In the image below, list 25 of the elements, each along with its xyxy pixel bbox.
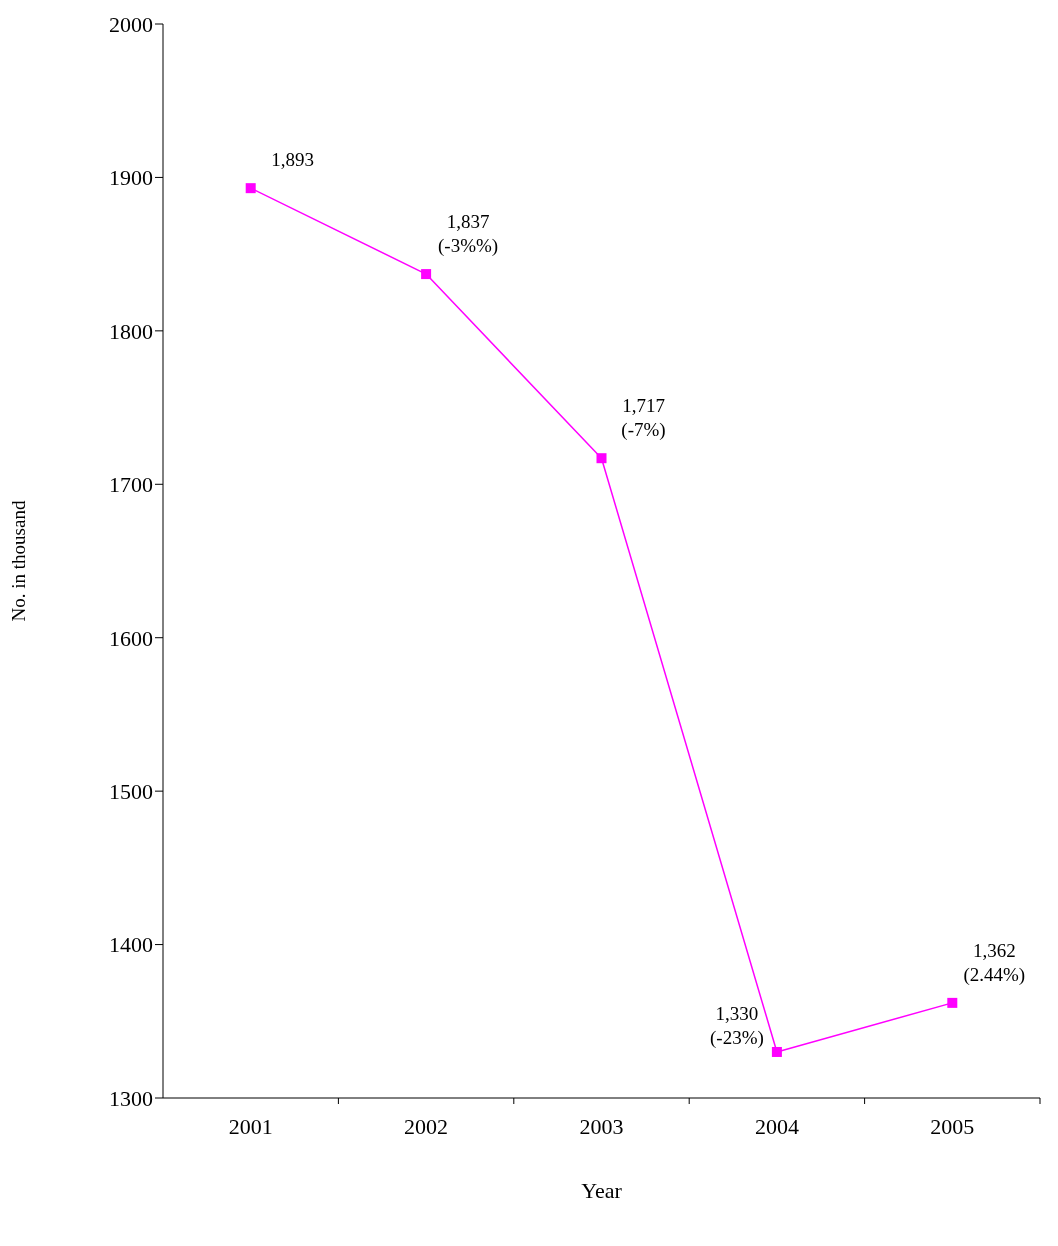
y-tick-label: 1800 — [109, 318, 153, 344]
x-axis-title: Year — [581, 1178, 623, 1203]
point — [596, 453, 607, 464]
x-tick-label: 2003 — [579, 1114, 624, 1139]
y-tick-label: 1700 — [109, 472, 153, 498]
y-tick-label: 1500 — [109, 778, 153, 804]
point — [771, 1046, 782, 1057]
y-tick-label: 1900 — [109, 165, 153, 191]
data-label: 1,837 (-3%%) — [438, 211, 499, 258]
point — [245, 183, 256, 194]
y-tick-label: 1400 — [109, 932, 153, 958]
data-label: 1,330 (-23%) — [709, 1002, 764, 1049]
x-tick-label: 2004 — [754, 1114, 799, 1139]
x-tick-label: 2005 — [930, 1114, 975, 1139]
y-axis-title: No. in thousand — [7, 500, 29, 622]
x-tick-label: 2002 — [404, 1114, 449, 1139]
point — [421, 269, 432, 280]
y-tick-label: 2000 — [109, 11, 153, 37]
y-tick-label: 1300 — [109, 1085, 153, 1111]
data-label: 1,717 (-7%) — [621, 395, 666, 442]
y-tick-label: 1600 — [109, 625, 153, 651]
x-tick-label: 2001 — [228, 1114, 273, 1139]
data-label: 1,362 (2.44%) — [963, 939, 1026, 986]
data-label: 1,893 — [271, 149, 315, 171]
point — [947, 997, 958, 1008]
